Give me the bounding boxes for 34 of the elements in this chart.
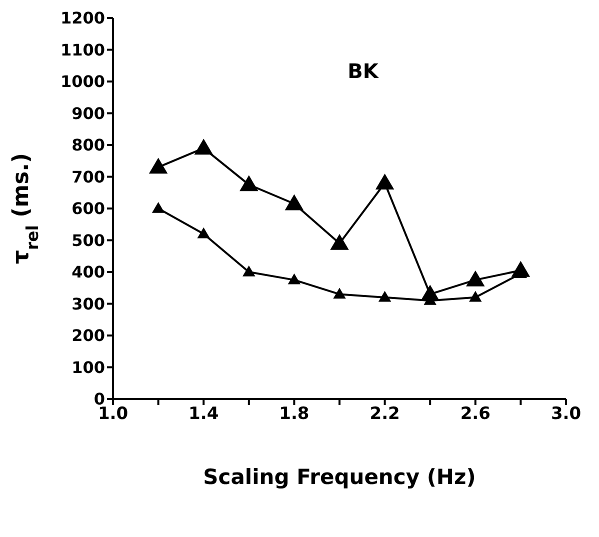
y-tick-label: 500 (72, 230, 105, 250)
point (378, 291, 391, 302)
point (285, 194, 304, 210)
point (330, 234, 348, 250)
x-tick-label: 2.2 (370, 404, 400, 424)
y-tick-label: 600 (72, 199, 105, 218)
point (242, 266, 255, 276)
point (469, 291, 482, 302)
y-tick-label: 700 (72, 167, 105, 186)
point (376, 174, 394, 190)
y-tick-label: 300 (72, 294, 105, 314)
x-tick-label: 1.0 (98, 404, 128, 424)
y-tick-label: 1000 (60, 72, 105, 92)
point (194, 139, 213, 155)
y-tick-label: 100 (72, 358, 105, 377)
y-tick-label: 1100 (60, 40, 105, 60)
y-tick-label: 1200 (60, 8, 105, 28)
point (149, 158, 168, 174)
y-tick-label: 400 (72, 262, 105, 282)
y-tick-label: 800 (72, 136, 105, 155)
point (466, 270, 484, 286)
point (288, 274, 300, 284)
x-tick-label: 1.8 (279, 404, 310, 424)
y-tick-label: 900 (72, 104, 105, 123)
y-tick-label: 200 (72, 326, 105, 346)
point (240, 176, 258, 192)
x-tick-label: 3.0 (550, 404, 582, 424)
point (152, 202, 164, 213)
x-tick-label: 2.6 (460, 404, 490, 424)
text: BK (348, 59, 380, 83)
point (334, 288, 346, 299)
x-tick-label: 1.4 (188, 404, 219, 424)
x-axis-title: Scaling Frequency (Hz) (203, 465, 476, 489)
point (198, 228, 210, 238)
